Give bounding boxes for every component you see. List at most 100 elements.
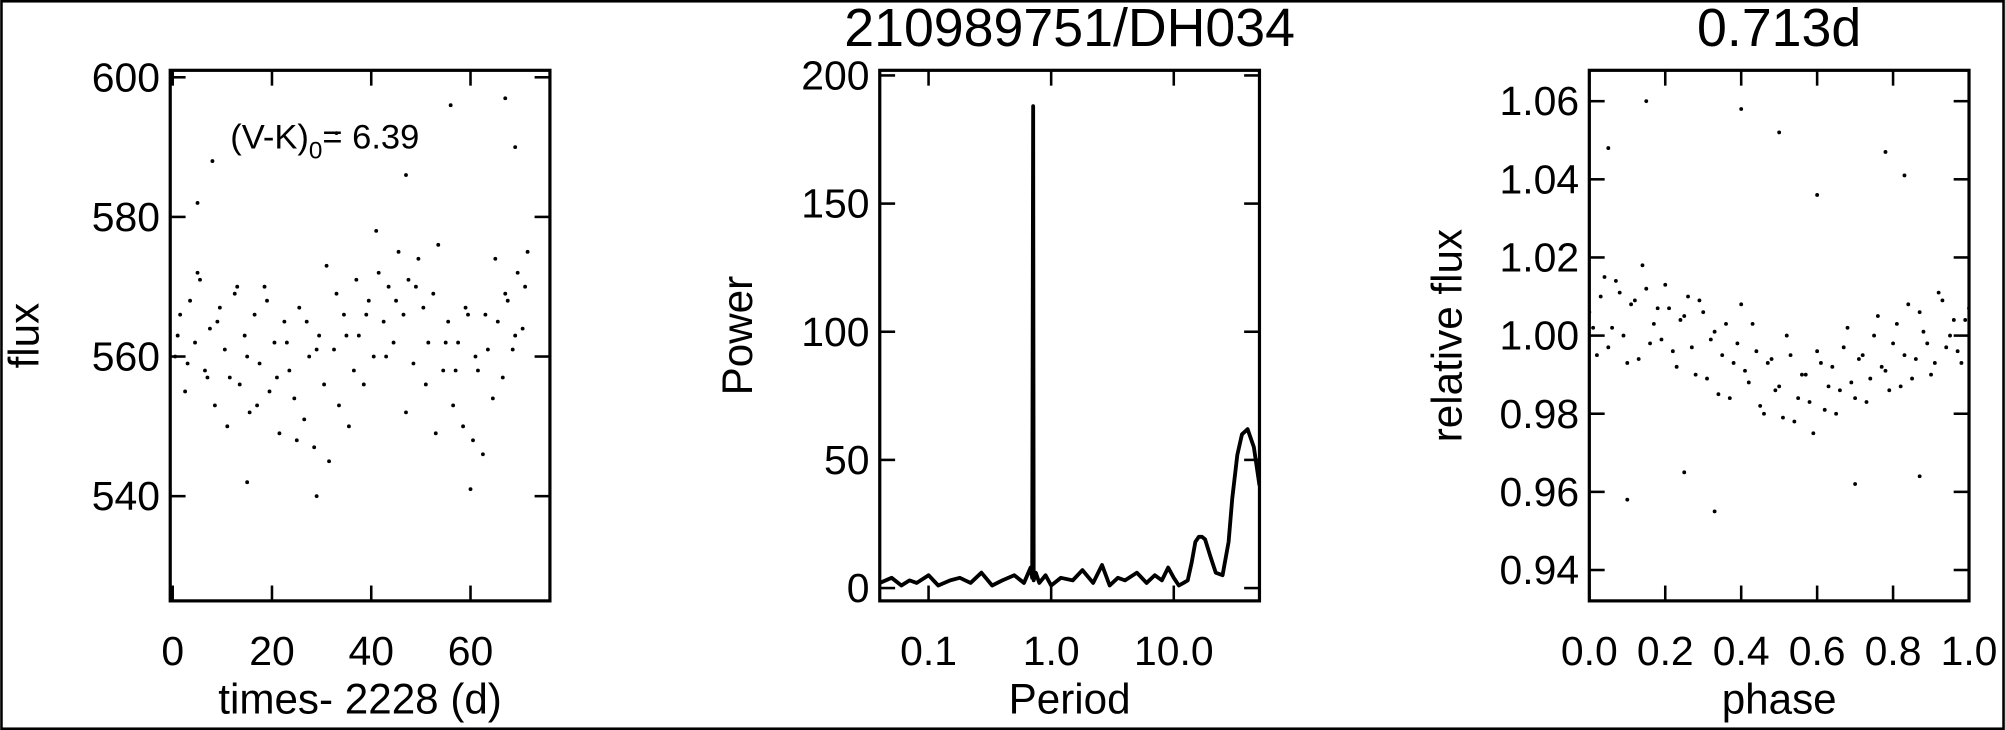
data-point [1932,361,1937,365]
y-tick-label: 540 [92,473,160,519]
x-tick-label: 0.2 [1637,628,1694,674]
data-point [1856,357,1861,361]
data-point [205,375,210,380]
data-point [1872,333,1877,338]
data-point [421,305,426,310]
data-point [292,396,297,401]
data-point [1678,318,1683,322]
data-point [1826,384,1831,389]
data-point [1594,353,1599,358]
data-point [1819,361,1823,365]
data-point [1834,411,1839,416]
data-point [1917,310,1922,315]
data-point [1617,290,1622,295]
data-point [476,368,480,373]
data-point [468,487,473,492]
data-point [505,298,510,303]
data-point [1731,361,1736,365]
data-point [503,291,508,296]
data-point [1796,396,1801,401]
x-tick-label: 0.1 [900,628,957,674]
data-point [1925,341,1930,346]
data-point [456,340,461,345]
data-point [332,347,336,352]
data-point [1708,337,1713,342]
data-point [242,333,247,338]
data-point [1921,329,1926,334]
data-point [317,333,322,338]
plot-frame [878,68,1262,603]
data-point [1868,376,1873,381]
data-point [485,347,490,352]
y-tick-label: 0.96 [1499,469,1579,515]
panel: times- 2228 (d) flux 0 20 40 60 540 560 580 600 [1,54,552,722]
x-tick-label: 1.0 [1941,628,1998,674]
data-point [1902,353,1907,358]
chart-title: 210989751/DH034 [844,0,1295,58]
data-point [1963,318,1968,322]
data-point [1815,349,1820,354]
data-point [327,459,331,464]
data-point [210,159,215,163]
data-point [337,403,341,408]
data-point [307,354,312,359]
data-point [1693,372,1698,377]
data-point [525,249,530,254]
data-point [267,389,272,394]
data-point [1750,321,1755,326]
data-point [481,452,485,457]
y-tick-label: 200 [801,53,869,99]
data-point [235,284,240,289]
data-point [1898,384,1903,389]
data-point [1841,345,1846,350]
data-point [344,333,349,338]
x-tick-label: 40 [348,628,394,674]
data-point [173,354,178,359]
data-point [247,410,252,415]
data-point [473,354,478,359]
x-tick-label: 60 [448,628,494,674]
data-point [1883,150,1888,154]
data-point [1682,470,1687,475]
data-point [513,145,518,150]
data-point [1682,314,1687,318]
data-point [423,382,428,387]
x-tick-label: 0 [161,628,184,674]
data-point [366,298,371,303]
x-axis-label: times- 2228 (d) [218,675,502,722]
data-point [1629,302,1633,307]
data-point [1663,282,1668,287]
data-point [384,354,389,359]
annotation: (V-K)0= 6.39 [230,118,419,164]
x-tick-label: 10.0 [1134,628,1214,674]
data-point [222,347,227,352]
chart-title: 0.713d [1697,0,1861,58]
data-point [451,403,456,408]
data-point [287,368,292,373]
data-point [364,312,369,317]
data-point [304,319,309,324]
data-point [245,480,250,485]
data-point [1644,286,1649,291]
data-point [262,284,267,289]
data-point [483,312,488,317]
data-point [1644,99,1649,104]
data-point [183,389,188,394]
data-point [1674,364,1679,369]
data-point [515,270,520,275]
data-point [500,375,505,380]
data-point [1788,353,1793,358]
data-point [1720,353,1725,358]
x-tick-label: 0.6 [1789,628,1846,674]
data-point [391,340,396,345]
y-tick-label: 0 [847,565,870,611]
data-point [433,431,438,436]
data-point [1670,349,1675,354]
data-point [1902,173,1907,178]
data-point [411,361,416,366]
data-point [1773,388,1778,393]
data-point [1636,357,1641,361]
data-point [490,396,495,401]
data-point [1754,349,1759,354]
